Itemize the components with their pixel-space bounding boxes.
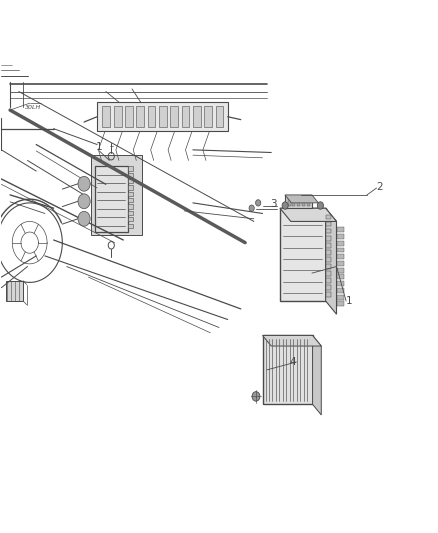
Bar xyxy=(336,281,344,286)
Bar xyxy=(6,281,23,301)
Bar xyxy=(127,179,133,183)
Bar xyxy=(288,197,290,206)
Bar xyxy=(95,166,127,232)
Bar xyxy=(325,222,331,227)
Bar xyxy=(127,185,133,190)
Circle shape xyxy=(318,202,323,209)
Bar xyxy=(97,102,228,131)
Bar xyxy=(325,271,331,276)
Bar xyxy=(127,173,133,177)
Bar xyxy=(114,107,121,127)
Bar xyxy=(325,243,331,247)
Bar xyxy=(336,274,344,279)
Bar xyxy=(325,229,331,233)
Polygon shape xyxy=(313,335,321,415)
Circle shape xyxy=(252,392,260,401)
Bar xyxy=(325,257,331,262)
Text: 4: 4 xyxy=(290,357,296,367)
Polygon shape xyxy=(280,208,336,221)
Polygon shape xyxy=(325,208,336,314)
Bar xyxy=(204,107,212,127)
Circle shape xyxy=(282,202,288,209)
Bar xyxy=(215,107,223,127)
Bar xyxy=(182,107,189,127)
Bar xyxy=(336,227,344,232)
Circle shape xyxy=(249,205,254,212)
Text: 30LH: 30LH xyxy=(25,105,42,110)
Bar xyxy=(302,197,305,206)
Bar xyxy=(325,250,331,255)
Polygon shape xyxy=(262,335,321,346)
Bar xyxy=(336,241,344,246)
Bar xyxy=(285,195,312,208)
Bar xyxy=(325,236,331,240)
Bar xyxy=(325,285,331,290)
Bar xyxy=(127,198,133,203)
Bar xyxy=(125,107,133,127)
Polygon shape xyxy=(285,195,318,203)
Bar xyxy=(280,208,325,301)
Bar xyxy=(136,107,144,127)
Text: 3: 3 xyxy=(270,199,277,209)
Bar xyxy=(262,335,313,405)
Text: 1: 1 xyxy=(96,142,102,152)
Bar xyxy=(325,264,331,269)
Bar xyxy=(148,107,155,127)
Bar xyxy=(297,197,300,206)
Bar xyxy=(127,205,133,209)
Bar xyxy=(325,278,331,282)
Bar xyxy=(307,197,310,206)
Bar xyxy=(336,254,344,259)
Circle shape xyxy=(255,200,261,206)
Bar xyxy=(102,107,110,127)
Bar xyxy=(127,192,133,196)
Bar xyxy=(92,155,141,235)
Bar xyxy=(127,166,133,171)
Bar xyxy=(127,211,133,215)
Bar xyxy=(336,288,344,293)
Bar xyxy=(193,107,201,127)
Bar xyxy=(336,295,344,300)
Bar xyxy=(159,107,167,127)
Bar xyxy=(325,292,331,297)
Bar xyxy=(127,223,133,228)
Text: 1: 1 xyxy=(346,296,353,306)
Bar xyxy=(170,107,178,127)
Bar xyxy=(127,217,133,221)
Bar xyxy=(336,234,344,239)
Circle shape xyxy=(78,194,90,209)
Text: 2: 2 xyxy=(377,182,383,192)
Bar xyxy=(336,268,344,273)
Bar xyxy=(336,302,344,306)
Bar xyxy=(292,197,295,206)
Bar xyxy=(325,215,331,220)
Circle shape xyxy=(78,176,90,191)
Circle shape xyxy=(78,212,90,226)
Bar xyxy=(336,261,344,266)
Bar xyxy=(336,247,344,253)
